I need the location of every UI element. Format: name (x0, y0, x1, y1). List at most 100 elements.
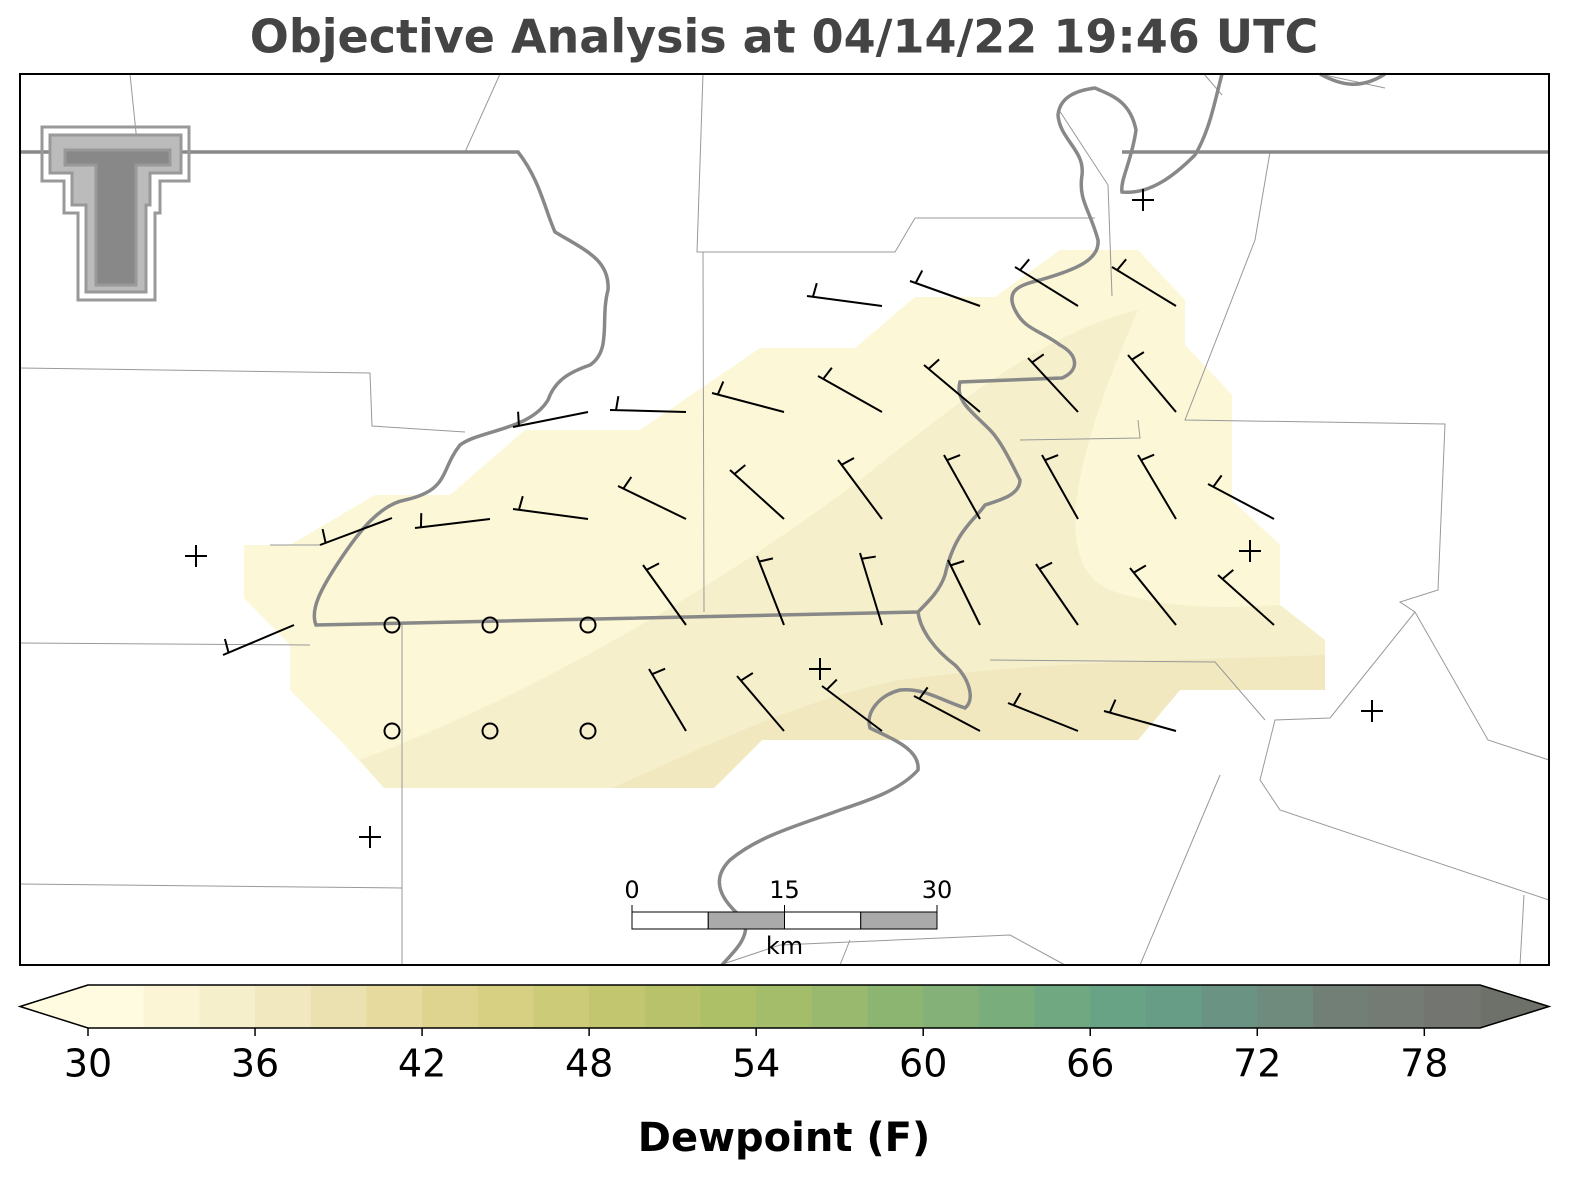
wind-barb (943, 454, 981, 520)
wind-barb (1007, 692, 1079, 732)
colorbar-bin (88, 985, 145, 1028)
wind-barb (1041, 454, 1079, 520)
wind-barb (609, 396, 687, 413)
colorbar-bin (700, 985, 757, 1028)
wind-barb (642, 562, 687, 626)
wind-barb (947, 559, 981, 626)
county-lines (19, 73, 1550, 966)
wind-barb (1103, 699, 1177, 732)
scale-label: 15 (769, 876, 800, 904)
wind-barb (729, 464, 785, 520)
city-marker (809, 658, 831, 680)
state-lines (20, 72, 1549, 967)
scale-segment (860, 911, 938, 930)
colorbar-bin (143, 985, 200, 1028)
logo (40, 125, 191, 302)
colorbar-bin (1034, 985, 1091, 1028)
calm-station (579, 616, 597, 634)
scale-unit: km (766, 932, 803, 960)
wind-barb (1137, 453, 1177, 520)
colorbar-tick-label: 30 (64, 1042, 112, 1086)
colorbar-tick-label: 48 (565, 1042, 613, 1086)
colorbar-bin (923, 985, 980, 1028)
wind-barb (1217, 569, 1275, 626)
colorbar-bin (756, 985, 813, 1028)
colorbar-bin (1424, 985, 1481, 1028)
wind-barb (617, 476, 687, 520)
colorbar-bin (978, 985, 1036, 1028)
colorbar-bin (1090, 985, 1147, 1028)
colorbar-bin (589, 985, 646, 1028)
colorbar-over (1480, 985, 1549, 1028)
colorbar-tick-label: 72 (1233, 1042, 1281, 1086)
city-marker (1132, 189, 1154, 211)
scale-label: 30 (922, 876, 953, 904)
title: Objective Analysis at 04/14/22 19:46 UTC (250, 10, 1319, 64)
wind-barb (806, 282, 883, 307)
colorbar-bin (1368, 985, 1425, 1028)
wind-barb (736, 672, 785, 732)
scale-segment (631, 911, 709, 930)
wind-barb (859, 552, 883, 626)
wind-barb (222, 624, 295, 656)
wind-barb (711, 381, 785, 413)
colorbar-tick-label: 36 (231, 1042, 279, 1086)
wind-barb (913, 686, 981, 732)
wind-barb (1035, 561, 1079, 626)
wind-barb (512, 411, 589, 428)
wind-barb (1014, 258, 1079, 307)
colorbar-bin (644, 985, 701, 1028)
calm-station (383, 616, 401, 634)
wind-barb (909, 270, 981, 307)
colorbar-tick-label: 54 (732, 1042, 780, 1086)
colorbar-bin (1145, 985, 1203, 1028)
scale-label: 0 (624, 876, 639, 904)
wind-barb (1207, 474, 1275, 520)
city-marker (1361, 700, 1383, 722)
map (19, 72, 1550, 967)
wind-barb (648, 667, 687, 732)
scale-segment (784, 911, 862, 930)
colorbar-bin (811, 985, 869, 1028)
colorbar-bin (422, 985, 479, 1028)
colorbar-tick-label: 42 (398, 1042, 446, 1086)
colorbar-bin (477, 985, 534, 1028)
colorbar-outline (17, 984, 1552, 1029)
colorbar-bin (1312, 985, 1370, 1028)
city-marker (359, 826, 381, 848)
colorbar-tick-label: 78 (1400, 1042, 1448, 1086)
scale-bar: 0 15 30 km (624, 876, 952, 960)
colorbar-bin (310, 985, 367, 1028)
colorbar-bin (366, 985, 423, 1028)
colorbar-bin (867, 985, 924, 1028)
wind-barb (512, 495, 589, 520)
wind-barb (1111, 258, 1177, 307)
calm-station (481, 722, 499, 740)
colorbar-bin (1201, 985, 1258, 1028)
colorbar: 30 36 42 48 54 60 66 72 78 (17, 984, 1552, 1086)
colorbar-bin (1257, 985, 1314, 1028)
wind-barb (1127, 351, 1177, 413)
scale-segment (707, 911, 785, 930)
wind-barb (756, 555, 785, 626)
colorbar-bin (255, 985, 312, 1028)
city-marker (185, 545, 207, 567)
calm-station (383, 722, 401, 740)
calm-station (481, 616, 499, 634)
map-frame (19, 73, 1550, 966)
dewpoint-field (1075, 310, 1280, 607)
wind-barb (837, 457, 883, 520)
wind-barb (1129, 564, 1177, 626)
wind-barbs (185, 189, 1383, 848)
colorbar-bin (533, 985, 590, 1028)
city-marker (1239, 540, 1261, 562)
colorbar-tick-label: 66 (1066, 1042, 1114, 1086)
wind-barb (923, 358, 981, 413)
dewpoint-field (612, 655, 1325, 788)
calm-station (579, 722, 597, 740)
wind-barb (821, 678, 883, 732)
colorbar-tick-label: 60 (899, 1042, 947, 1086)
colorbar-under (20, 985, 88, 1028)
wind-barb (319, 517, 393, 546)
